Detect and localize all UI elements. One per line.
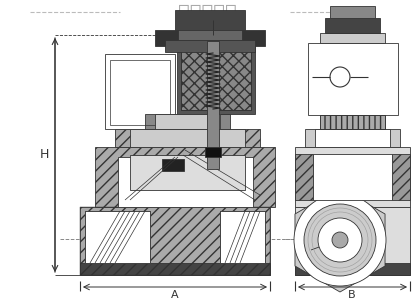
Text: D: D	[300, 248, 309, 258]
Bar	[219, 211, 264, 263]
Bar	[319, 115, 384, 129]
Bar	[319, 115, 384, 129]
Bar	[294, 207, 409, 275]
Bar	[145, 114, 230, 129]
Text: H: H	[39, 149, 49, 162]
Bar	[294, 154, 312, 200]
Bar	[178, 25, 242, 40]
Bar	[118, 157, 252, 207]
Bar	[391, 154, 409, 200]
Circle shape	[303, 204, 375, 276]
Bar	[204, 147, 221, 157]
Polygon shape	[294, 188, 384, 292]
Bar	[165, 40, 254, 52]
Bar	[154, 114, 219, 129]
Circle shape	[317, 218, 361, 262]
Bar	[85, 211, 150, 263]
Bar	[85, 211, 150, 263]
Bar	[319, 33, 384, 43]
Bar	[180, 50, 250, 110]
Text: A: A	[171, 290, 178, 300]
Bar	[304, 129, 399, 147]
Bar	[130, 155, 244, 190]
Bar	[80, 207, 269, 275]
Bar	[130, 129, 244, 147]
Bar	[294, 147, 409, 207]
Bar	[154, 30, 264, 46]
Bar	[219, 211, 264, 263]
Bar	[161, 159, 183, 171]
Bar	[175, 10, 244, 30]
Bar	[80, 207, 269, 275]
Circle shape	[331, 232, 347, 248]
Bar	[312, 154, 391, 200]
Bar	[95, 147, 274, 207]
Bar	[206, 41, 218, 169]
Bar	[329, 6, 374, 18]
Text: B: B	[347, 290, 355, 300]
Bar	[105, 54, 175, 129]
Bar	[324, 18, 379, 33]
Bar	[294, 263, 409, 275]
Bar	[180, 50, 250, 110]
Text: 外形尺寸图: 外形尺寸图	[177, 2, 236, 21]
Circle shape	[293, 194, 385, 286]
Bar	[314, 129, 389, 147]
Bar	[80, 263, 269, 275]
Bar	[177, 46, 254, 114]
Bar	[307, 43, 397, 115]
Bar	[115, 129, 259, 147]
Bar	[110, 60, 170, 125]
